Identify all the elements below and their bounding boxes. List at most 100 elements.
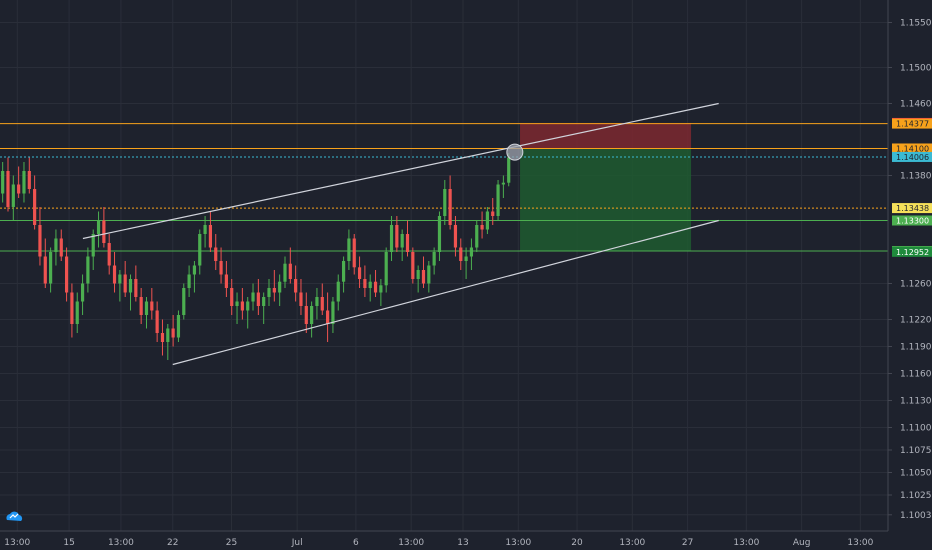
- candle-body-75: [400, 234, 404, 248]
- candle-body-31: [166, 328, 170, 342]
- candle-body-36: [192, 265, 197, 275]
- candle-body-50: [267, 288, 271, 297]
- candle-body-84: [448, 189, 452, 225]
- price-tick-label: 1.12200: [900, 316, 932, 326]
- candle-body-30: [160, 333, 165, 342]
- candle-body-0: [1, 171, 5, 194]
- price-badge-label: 1.12952: [896, 248, 929, 257]
- candle-body-73: [389, 225, 394, 252]
- candle-body-39: [208, 225, 213, 248]
- time-tick-label: 13: [457, 538, 468, 548]
- candle-body-14: [75, 301, 79, 324]
- candle-body-1: [6, 171, 10, 207]
- candle-body-22: [118, 274, 122, 284]
- candle-body-40: [214, 247, 218, 261]
- candle-body-19: [102, 220, 106, 243]
- candle-body-79: [421, 270, 426, 284]
- price-badge-label: 1.14100: [896, 145, 929, 154]
- take-profit-zone: [520, 148, 692, 252]
- candle-body-13: [70, 292, 74, 324]
- candle-body-68: [363, 279, 367, 288]
- candle-body-4: [22, 171, 26, 194]
- candle-body-26: [139, 297, 143, 315]
- candle-body-24: [128, 279, 133, 293]
- price-tick-label: 1.11300: [900, 397, 932, 407]
- candle-body-71: [379, 285, 383, 293]
- candle-body-47: [251, 292, 255, 302]
- candle-body-20: [107, 243, 111, 266]
- candle-body-46: [246, 301, 250, 311]
- time-axis-background: [0, 531, 932, 550]
- candle-body-89: [475, 225, 479, 248]
- candle-body-55: [294, 279, 298, 293]
- price-axis[interactable]: 1.15500 1.15000 1.14600 1.13800 1.12600 1.122…: [887, 0, 932, 550]
- candle-body-5: [27, 171, 31, 189]
- candle-body-64: [341, 261, 346, 282]
- candle-body-69: [368, 281, 372, 288]
- candle-body-12: [64, 256, 69, 293]
- trendlines[interactable]: [82, 102, 719, 366]
- candle-body-85: [453, 225, 458, 248]
- price-badge-6: [892, 215, 932, 226]
- logo-cloud-wave: [9, 513, 19, 519]
- price-tick-label: 1.13800: [900, 172, 932, 182]
- upper-channel-line: [82, 102, 719, 240]
- candle-body-44: [235, 301, 239, 306]
- price-badge-label: 1.14006: [896, 153, 929, 162]
- candle-body-10: [54, 238, 58, 252]
- position-tool[interactable]: [520, 122, 692, 252]
- time-tick-label: 13:00: [4, 538, 30, 548]
- time-tick-label: 20: [571, 538, 583, 548]
- time-tick-label: 6: [353, 538, 359, 548]
- candle-body-28: [150, 301, 154, 311]
- price-tick-label: 1.11900: [900, 343, 932, 353]
- candle-body-86: [459, 247, 463, 261]
- candle-body-77: [411, 252, 415, 279]
- candle-body-78: [416, 270, 420, 279]
- candle-body-60: [320, 297, 324, 311]
- time-tick-label: 27: [682, 538, 693, 548]
- candle-body-82: [437, 216, 442, 252]
- time-axis[interactable]: 13:00 15 13:00 22 25 Jul 6 13:00 13 13:00 20 13:00 2…: [0, 530, 932, 550]
- time-tick-label: 13:00: [505, 538, 531, 548]
- time-tick-label: 13:00: [619, 538, 645, 548]
- time-tick-label: 22: [167, 538, 178, 548]
- price-tick-label: 1.10500: [900, 469, 932, 479]
- price-tick-label: 1.11000: [900, 424, 932, 434]
- candle-body-42: [224, 274, 228, 288]
- candle-body-74: [395, 225, 399, 248]
- candle-body-11: [59, 238, 63, 257]
- candle-body-95: [507, 157, 511, 183]
- candle-body-80: [427, 265, 431, 284]
- price-tick-label: 1.12600: [900, 280, 932, 290]
- candle-body-58: [310, 306, 314, 324]
- candle-body-45: [240, 301, 244, 311]
- candle-body-66: [352, 238, 356, 268]
- candle-body-16: [86, 256, 90, 284]
- price-badge-label: 1.14377: [896, 120, 929, 129]
- tradingview-cloud-icon[interactable]: [6, 511, 23, 521]
- candle-body-62: [331, 301, 335, 324]
- stop-loss-zone: [520, 122, 692, 149]
- candle-body-8: [43, 256, 47, 284]
- price-badge-8: [892, 246, 932, 257]
- price-tick-label: 1.15000: [900, 64, 932, 74]
- candle-body-61: [326, 310, 330, 324]
- candle-body-15: [80, 283, 85, 302]
- candle-body-94: [501, 182, 505, 185]
- candle-body-57: [304, 306, 308, 324]
- price-axis-background: [888, 0, 932, 550]
- candle-body-92: [491, 211, 495, 216]
- candle-body-3: [17, 184, 21, 194]
- time-tick-label: 25: [226, 538, 237, 548]
- price-badge-label: 1.13300: [896, 217, 929, 226]
- price-badge-3: [892, 143, 932, 154]
- price-tick-label: 1.10030: [900, 511, 932, 521]
- price-badge-5: [892, 203, 932, 214]
- touch-marker-circle: [506, 143, 524, 161]
- candle-body-41: [219, 261, 223, 275]
- candle-body-2: [11, 184, 15, 207]
- candle-body-35: [187, 274, 191, 288]
